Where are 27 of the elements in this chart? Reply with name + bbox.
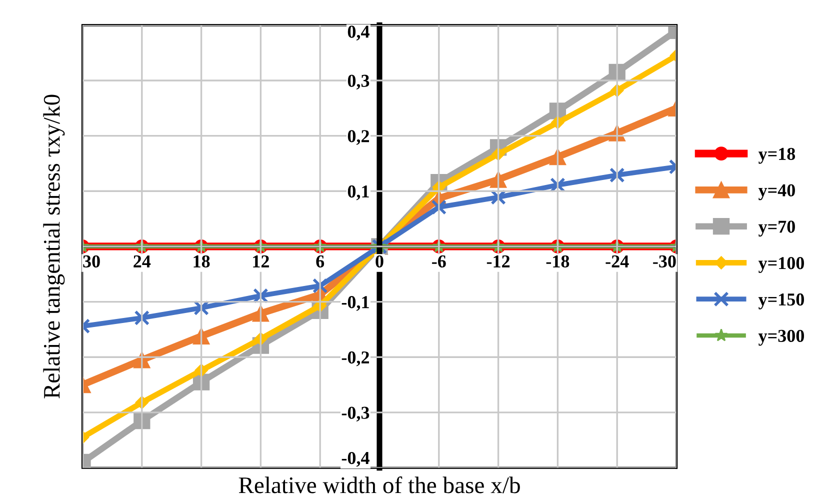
x-tick-label: -30 xyxy=(653,255,676,268)
x-tick-label: 30 xyxy=(83,255,100,268)
x-tick-label: -12 xyxy=(486,255,510,268)
y-tick-label: 0,2 xyxy=(348,130,369,145)
y-tick-label: -0,2 xyxy=(342,351,370,366)
legend-label: y=100 xyxy=(758,257,804,273)
y-tick-label: 0,1 xyxy=(348,185,369,200)
x-tick-label: -6 xyxy=(432,255,446,268)
y-axis-title: Relative tangential stress τxy/k0 xyxy=(43,94,65,398)
y-tick-label: -0,4 xyxy=(342,452,370,467)
x-tick-label: 24 xyxy=(134,255,151,268)
x-tick-label: -18 xyxy=(546,255,570,268)
x-tick-label: 18 xyxy=(194,255,210,268)
legend-label: y=300 xyxy=(758,330,804,346)
y-tick-label: -0,1 xyxy=(342,296,369,311)
x-tick-label: 0 xyxy=(376,255,384,268)
legend-label: y=40 xyxy=(758,184,795,200)
y-tick-label: 0,3 xyxy=(348,74,370,90)
legend-label: y=150 xyxy=(758,293,804,310)
x-tick-label: -24 xyxy=(606,255,629,268)
legend-label: y=70 xyxy=(758,220,795,237)
y-tick-label: 0,4 xyxy=(348,26,370,40)
x-tick-label: 12 xyxy=(253,255,269,268)
y-tick-label: -0,3 xyxy=(342,406,370,422)
x-axis-title: Relative width of the base x/b xyxy=(238,476,520,494)
legend-label: y=18 xyxy=(758,148,796,164)
x-tick-label: 6 xyxy=(316,255,324,268)
